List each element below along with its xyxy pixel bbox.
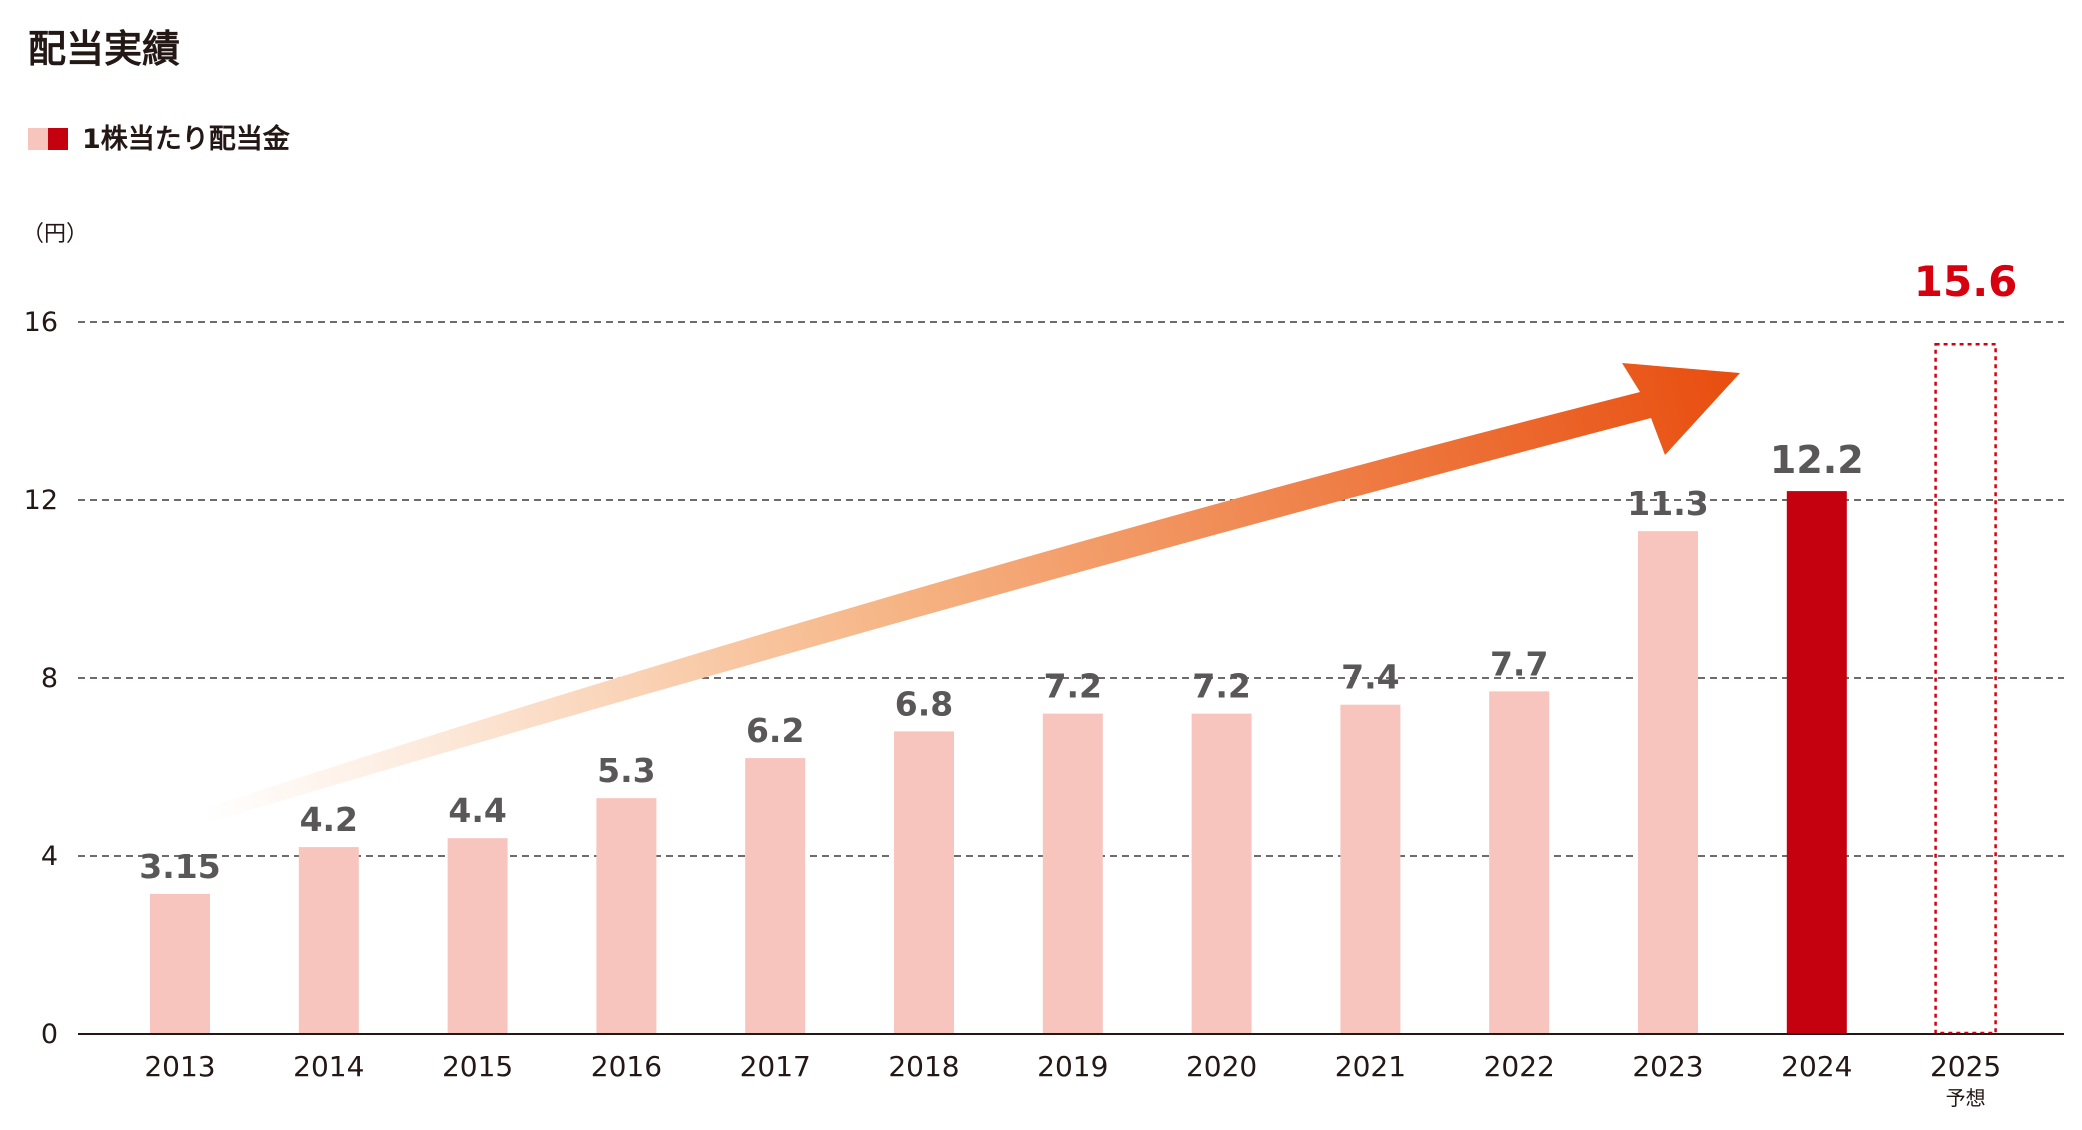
bar-2025 [1934,343,1997,1035]
bar-2016 [596,798,657,1034]
x-tick-label: 2017 [740,1050,811,1083]
value-label-2017: 6.2 [746,711,804,750]
x-tick-label: 2025 [1930,1050,2001,1083]
legend-swatch-light [28,128,48,150]
x-axis-labels: 2013 2014 2015 2016 2017 2018 2019 2020 2021 2022… [144,1050,2001,1110]
y-tick-label: 0 [41,1019,58,1050]
value-label-2024: 12.2 [1770,438,1864,482]
legend-label: 1株当たり配当金 [82,123,291,155]
bar-2013 [150,893,210,1034]
value-label-2015: 4.4 [448,791,506,830]
value-label-2021: 7.4 [1341,658,1399,697]
bar-2015 [447,838,508,1034]
y-tick-label: 8 [41,663,58,694]
x-tick-label: 2024 [1781,1050,1852,1083]
bar-2018 [894,731,954,1034]
x-tick-label: 2022 [1484,1050,1555,1083]
x-tick-label: 2021 [1335,1050,1406,1083]
y-tick-label: 12 [24,485,58,516]
value-label-2020: 7.2 [1192,667,1250,706]
legend-swatch-dark [48,128,68,150]
value-label-2019: 7.2 [1044,667,1102,706]
bar-2021 [1340,704,1401,1034]
forecast-note: 予想 [1946,1086,1986,1110]
y-tick-label: 4 [41,841,58,872]
x-tick-label: 2014 [293,1050,364,1083]
bar-2014 [298,847,359,1034]
value-label-2018: 6.8 [895,684,953,723]
x-tick-label: 2015 [442,1050,513,1083]
value-label-2016: 5.3 [597,751,655,790]
x-tick-label: 2018 [888,1050,959,1083]
x-tick-label: 2016 [591,1050,662,1083]
value-label-2023: 11.3 [1627,484,1708,523]
x-tick-label: 2023 [1632,1050,1703,1083]
bar-2017 [745,758,806,1034]
value-label-2013: 3.15 [139,847,220,886]
value-label-2025: 15.6 [1914,257,2018,306]
y-unit-label: （円） [22,222,88,247]
value-label-2022: 7.7 [1490,644,1548,683]
growth-arrow [200,363,1740,822]
bar-2020 [1191,713,1252,1034]
bar-2022 [1489,691,1550,1034]
value-labels: 3.15 4.2 4.4 5.3 6.2 6.8 7.2 7.2 7.4 7.7 11.3 12.2 1… [139,257,2017,886]
value-label-2014: 4.2 [300,800,358,839]
x-tick-label: 2013 [144,1050,215,1083]
bar-2023 [1638,531,1698,1034]
x-tick-label: 2019 [1037,1050,1108,1083]
legend: 1株当たり配当金 [28,123,291,155]
y-tick-label: 16 [24,307,58,338]
gridlines [78,321,2064,857]
y-axis-ticks: 0 4 8 12 16 [24,307,58,1050]
x-tick-label: 2020 [1186,1050,1257,1083]
bar-2019 [1042,713,1103,1034]
bar-2024 [1786,491,1847,1035]
chart-title: 配当実績 [28,27,180,71]
